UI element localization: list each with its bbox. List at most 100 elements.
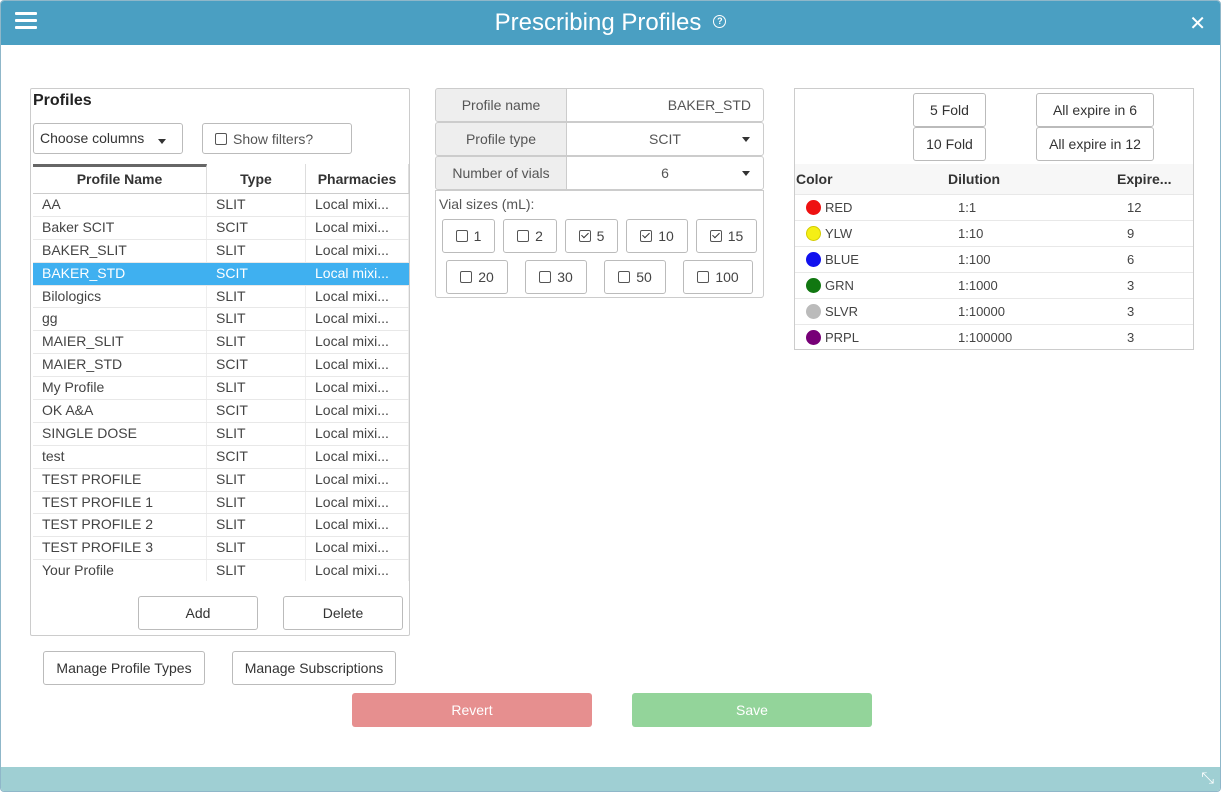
table-row[interactable]: SINGLE DOSE SLIT Local mixi... bbox=[33, 422, 409, 446]
checkbox-icon[interactable] bbox=[539, 271, 552, 283]
vial-size-option[interactable]: 15 bbox=[696, 219, 757, 253]
choose-columns-dropdown[interactable]: Choose columns bbox=[33, 123, 183, 154]
table-row[interactable]: BAKER_STD SCIT Local mixi... bbox=[33, 262, 409, 286]
profile-name-cell: BAKER_STD bbox=[33, 262, 207, 285]
dilution-cell: 1:100 bbox=[958, 252, 991, 267]
table-row[interactable]: TEST PROFILE SLIT Local mixi... bbox=[33, 468, 409, 492]
checkbox-icon[interactable] bbox=[460, 271, 473, 283]
column-header-dilution[interactable]: Dilution bbox=[948, 171, 1001, 187]
checkbox-icon[interactable] bbox=[517, 230, 530, 242]
help-icon[interactable]: ? bbox=[713, 15, 727, 29]
dilution-cell: 1:10000 bbox=[958, 304, 1005, 319]
vial-size-option[interactable]: 100 bbox=[683, 260, 753, 294]
table-row[interactable]: Baker SCIT SCIT Local mixi... bbox=[33, 216, 409, 240]
dilution-row[interactable]: BLUE 1:100 6 bbox=[795, 246, 1193, 272]
vial-size-option[interactable]: 50 bbox=[604, 260, 666, 294]
checkbox-checked-icon[interactable] bbox=[578, 230, 591, 242]
checkbox-icon[interactable] bbox=[455, 230, 468, 242]
number-of-vials-row: Number of vials 6 bbox=[435, 156, 764, 190]
add-profile-button[interactable]: Add bbox=[138, 596, 258, 630]
table-row[interactable]: MAIER_STD SCIT Local mixi... bbox=[33, 354, 409, 378]
vial-size-option[interactable]: 5 bbox=[565, 219, 618, 253]
dilution-row[interactable]: RED 1:1 12 bbox=[795, 194, 1193, 220]
checkbox-checked-icon[interactable] bbox=[640, 230, 653, 242]
table-row[interactable]: TEST PROFILE 1 SLIT Local mixi... bbox=[33, 491, 409, 515]
table-row[interactable]: MAIER_SLIT SLIT Local mixi... bbox=[33, 331, 409, 355]
type-cell: SCIT bbox=[207, 262, 306, 285]
pharmacies-cell: Local mixi... bbox=[306, 216, 409, 239]
vial-size-option[interactable]: 30 bbox=[525, 260, 587, 294]
type-cell: SLIT bbox=[207, 239, 306, 262]
pharmacies-cell: Local mixi... bbox=[306, 194, 409, 216]
resize-icon[interactable]: ⤡ bbox=[1201, 770, 1214, 787]
column-header-color[interactable]: Color bbox=[796, 171, 833, 187]
column-header-pharmacies[interactable]: Pharmacies bbox=[306, 164, 409, 193]
checkbox-icon[interactable] bbox=[697, 271, 710, 283]
delete-profile-button[interactable]: Delete bbox=[283, 596, 403, 630]
profile-name-cell: TEST PROFILE 3 bbox=[33, 537, 207, 560]
checkbox-checked-icon[interactable] bbox=[709, 230, 722, 242]
all-expire-6-button[interactable]: All expire in 6 bbox=[1036, 93, 1154, 127]
table-header: Profile Name Type Pharmacies bbox=[33, 164, 409, 194]
dilution-row[interactable]: PRPL 1:100000 3 bbox=[795, 324, 1193, 350]
table-row[interactable]: Your Profile SLIT Local mixi... bbox=[33, 560, 409, 581]
table-row[interactable]: Bilologics SLIT Local mixi... bbox=[33, 285, 409, 309]
table-row[interactable]: My Profile SLIT Local mixi... bbox=[33, 377, 409, 401]
profiles-panel: Profiles Choose columns Show filters? Pr… bbox=[30, 88, 410, 636]
profile-name-cell: test bbox=[33, 445, 207, 468]
show-filters-label: Show filters? bbox=[233, 131, 314, 147]
checkbox-icon[interactable] bbox=[215, 133, 227, 145]
color-swatch-icon bbox=[806, 304, 821, 319]
number-of-vials-label: Number of vials bbox=[435, 156, 567, 190]
show-filters-toggle[interactable]: Show filters? bbox=[202, 123, 352, 154]
dilution-row[interactable]: SLVR 1:10000 3 bbox=[795, 298, 1193, 324]
table-row[interactable]: TEST PROFILE 2 SLIT Local mixi... bbox=[33, 514, 409, 538]
pharmacies-cell: Local mixi... bbox=[306, 445, 409, 468]
vial-size-option[interactable]: 2 bbox=[503, 219, 557, 253]
five-fold-button[interactable]: 5 Fold bbox=[913, 93, 986, 127]
table-row[interactable]: TEST PROFILE 3 SLIT Local mixi... bbox=[33, 537, 409, 561]
type-cell: SLIT bbox=[207, 308, 306, 331]
profile-type-select[interactable]: SCIT bbox=[566, 122, 764, 156]
profile-name-input[interactable]: BAKER_STD bbox=[566, 88, 764, 122]
checkbox-icon[interactable] bbox=[618, 271, 631, 283]
vial-size-label: 2 bbox=[535, 228, 543, 244]
all-expire-12-button[interactable]: All expire in 12 bbox=[1036, 127, 1154, 161]
type-cell: SCIT bbox=[207, 400, 306, 422]
manage-profile-types-button[interactable]: Manage Profile Types bbox=[43, 651, 205, 685]
vial-size-option[interactable]: 1 bbox=[442, 219, 495, 253]
ten-fold-button[interactable]: 10 Fold bbox=[913, 127, 986, 161]
profile-name-cell: OK A&A bbox=[33, 400, 207, 422]
dilution-row[interactable]: GRN 1:1000 3 bbox=[795, 272, 1193, 298]
table-row[interactable]: OK A&A SCIT Local mixi... bbox=[33, 400, 409, 423]
revert-button[interactable]: Revert bbox=[352, 693, 592, 727]
column-header-expire[interactable]: Expire... bbox=[1117, 171, 1172, 187]
vial-size-label: 10 bbox=[658, 228, 674, 244]
vial-size-option[interactable]: 10 bbox=[626, 219, 688, 253]
pharmacies-cell: Local mixi... bbox=[306, 400, 409, 422]
save-button[interactable]: Save bbox=[632, 693, 872, 727]
color-name-cell: BLUE bbox=[825, 252, 859, 267]
vial-size-label: 20 bbox=[478, 269, 494, 285]
number-of-vials-select[interactable]: 6 bbox=[566, 156, 764, 190]
status-bar: ⤡ bbox=[1, 767, 1220, 791]
hamburger-menu-icon[interactable] bbox=[15, 12, 37, 32]
color-name-cell: GRN bbox=[825, 278, 854, 293]
table-row[interactable]: gg SLIT Local mixi... bbox=[33, 308, 409, 332]
table-row[interactable]: test SCIT Local mixi... bbox=[33, 445, 409, 469]
profiles-table: Profile Name Type Pharmacies AA SLIT Local… bbox=[33, 164, 409, 581]
column-header-type[interactable]: Type bbox=[207, 164, 306, 193]
vial-size-option[interactable]: 20 bbox=[446, 260, 508, 294]
title-bar: Prescribing Profiles? ✕ bbox=[1, 1, 1220, 45]
vial-size-label: 50 bbox=[636, 269, 652, 285]
chevron-down-icon bbox=[742, 171, 750, 176]
column-header-profile-name[interactable]: Profile Name bbox=[33, 164, 207, 193]
color-name-cell: RED bbox=[825, 200, 853, 215]
dilution-row[interactable]: YLW 1:10 9 bbox=[795, 220, 1193, 246]
vial-size-label: 15 bbox=[727, 228, 744, 244]
manage-subscriptions-button[interactable]: Manage Subscriptions bbox=[232, 651, 396, 685]
type-cell: SLIT bbox=[207, 422, 306, 445]
table-row[interactable]: AA SLIT Local mixi... bbox=[33, 194, 409, 217]
table-row[interactable]: BAKER_SLIT SLIT Local mixi... bbox=[33, 239, 409, 263]
close-icon[interactable]: ✕ bbox=[1189, 13, 1206, 35]
